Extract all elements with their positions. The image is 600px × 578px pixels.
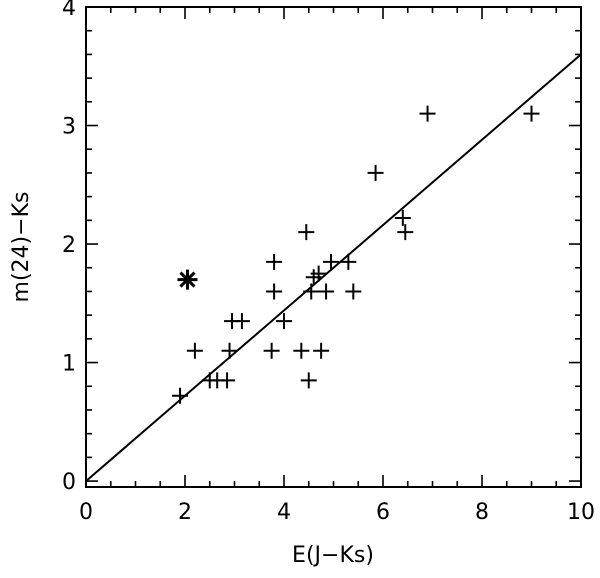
x-tick-label: 8 [475, 500, 489, 525]
x-tick-label: 0 [79, 500, 93, 525]
plus-point [397, 224, 414, 241]
y-tick-label: 4 [62, 0, 76, 21]
y-tick-label: 1 [62, 352, 76, 377]
plus-point [303, 283, 320, 300]
tick-labels: 0 2 4 6 8 10 0 1 2 3 4 [62, 0, 595, 525]
x-tick-label: 4 [277, 500, 291, 525]
plus-point [221, 342, 238, 359]
plus-point [340, 253, 357, 270]
y-tick-label: 2 [62, 233, 76, 258]
data-points [172, 105, 540, 404]
x-tick-label: 2 [178, 500, 192, 525]
plus-point [266, 253, 283, 270]
plus-point [172, 387, 189, 404]
plus-point [293, 342, 310, 359]
x-axis-label: E(J−Ks) [292, 543, 374, 568]
plus-point [345, 283, 362, 300]
plus-point [419, 105, 436, 122]
plus-point [310, 265, 327, 282]
plus-point [367, 164, 384, 181]
axis-ticks [85, 6, 582, 487]
plus-point [219, 372, 236, 389]
plus-point [186, 342, 203, 359]
plus-point [523, 105, 540, 122]
plus-point [300, 372, 317, 389]
plus-point [233, 313, 250, 330]
plus-point [323, 253, 340, 270]
plus-point [313, 342, 330, 359]
asterisk-point [177, 269, 198, 290]
x-tick-label: 6 [376, 500, 390, 525]
y-tick-label: 3 [62, 115, 76, 140]
plus-point [266, 283, 283, 300]
fit-line [85, 53, 582, 482]
plus-point [276, 313, 292, 330]
plus-point [318, 283, 335, 300]
plot-frame [85, 6, 582, 488]
y-axis-label: m(24)−Ks [9, 192, 34, 303]
plus-point [263, 342, 280, 359]
plus-point [298, 224, 315, 241]
plus-point [394, 209, 411, 226]
y-tick-label: 0 [62, 470, 76, 495]
x-tick-label: 10 [567, 500, 595, 525]
